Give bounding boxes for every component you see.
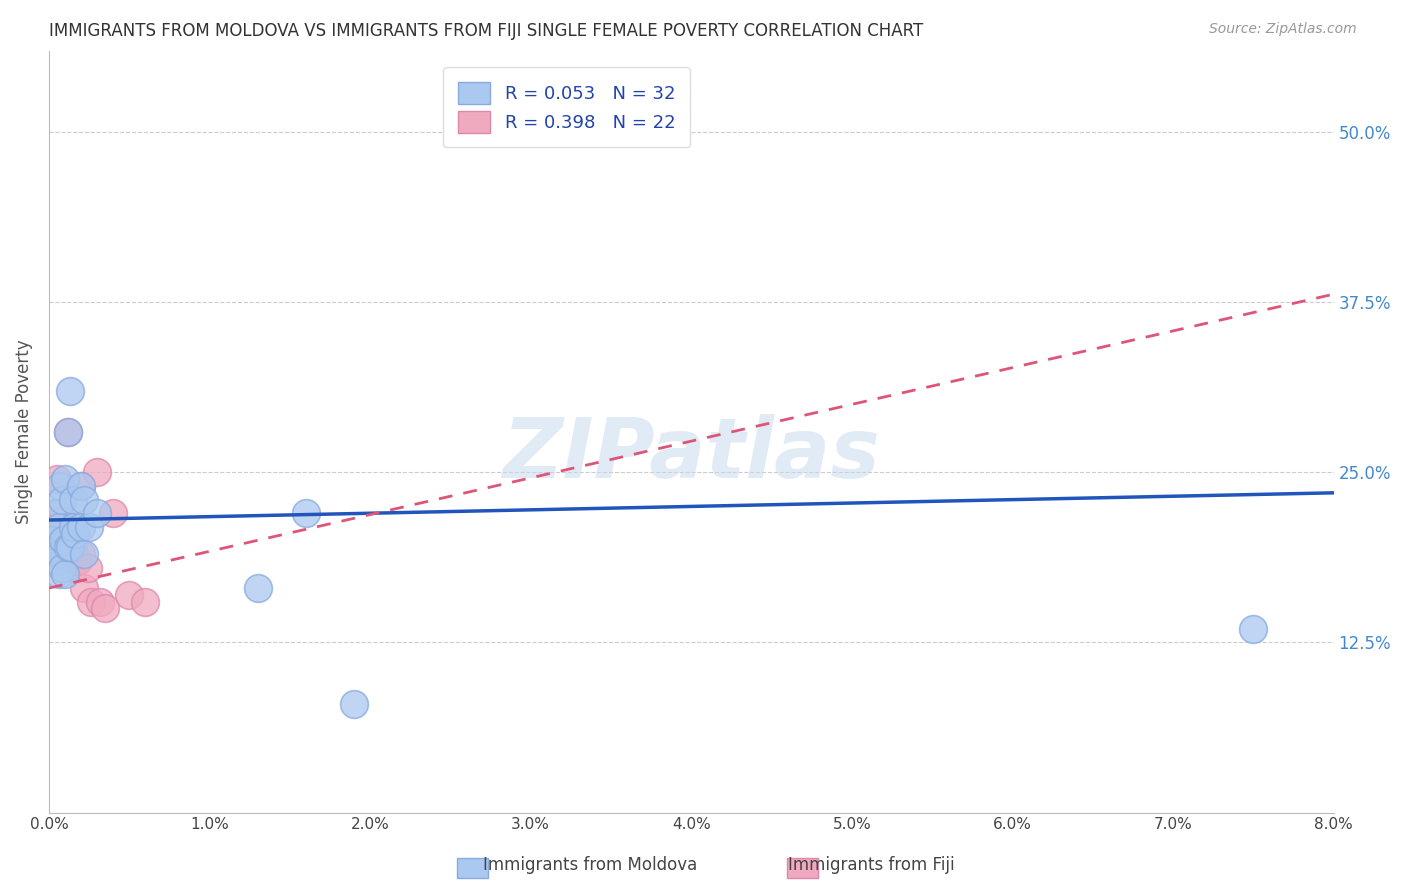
Point (52, 533, 75, 548)
Point (118, 588, 141, 602)
Text: ZIPatlas: ZIPatlas (502, 414, 880, 495)
FancyBboxPatch shape (787, 858, 818, 878)
Point (80, 595, 103, 609)
Point (59, 384, 82, 398)
Point (59, 541, 82, 555)
Point (62, 541, 84, 555)
FancyBboxPatch shape (457, 858, 488, 878)
Text: Source: ZipAtlas.com: Source: ZipAtlas.com (1209, 22, 1357, 37)
Point (73, 547, 96, 561)
Point (58, 425, 80, 439)
Point (94, 601, 117, 615)
Point (1241, 622, 1264, 636)
Point (42, 506, 65, 520)
Point (46, 472, 69, 486)
Point (41, 541, 63, 555)
Point (51, 513, 73, 527)
Point (62, 520, 84, 534)
Point (46, 506, 69, 520)
Point (77, 520, 100, 534)
Point (41, 533, 63, 548)
Point (42, 541, 65, 555)
Point (53, 541, 76, 555)
Point (73, 581, 96, 595)
Point (48, 520, 70, 534)
Point (73, 492, 96, 507)
Y-axis label: Single Female Poverty: Single Female Poverty (15, 339, 32, 524)
Point (48, 567, 70, 582)
Point (51, 560, 73, 574)
Point (53, 472, 76, 486)
Point (86, 506, 108, 520)
Point (70, 520, 93, 534)
Legend: R = 0.053   N = 32, R = 0.398   N = 22: R = 0.053 N = 32, R = 0.398 N = 22 (443, 67, 690, 147)
Point (103, 506, 125, 520)
Point (89, 595, 111, 609)
Point (51, 492, 73, 507)
Point (66, 554, 89, 568)
Text: Immigrants from Moldova: Immigrants from Moldova (484, 855, 697, 873)
Point (53, 547, 76, 561)
Point (343, 697, 366, 711)
Point (76, 560, 98, 574)
Point (295, 506, 318, 520)
Point (62, 492, 84, 507)
Point (70, 479, 93, 493)
Point (49, 547, 72, 561)
Point (70, 479, 93, 493)
Point (58, 541, 80, 555)
Point (63, 526, 86, 541)
Point (49, 479, 72, 493)
Point (70, 547, 93, 561)
Point (44, 554, 66, 568)
Point (53, 567, 76, 582)
Point (46, 554, 69, 568)
Point (246, 581, 269, 595)
Point (86, 466, 108, 480)
Point (48, 541, 70, 555)
Point (134, 595, 156, 609)
Point (58, 425, 80, 439)
Point (63, 554, 86, 568)
Text: IMMIGRANTS FROM MOLDOVA VS IMMIGRANTS FROM FIJI SINGLE FEMALE POVERTY CORRELATIO: IMMIGRANTS FROM MOLDOVA VS IMMIGRANTS FR… (49, 22, 924, 40)
Text: Immigrants from Fiji: Immigrants from Fiji (789, 855, 955, 873)
Point (60, 533, 83, 548)
